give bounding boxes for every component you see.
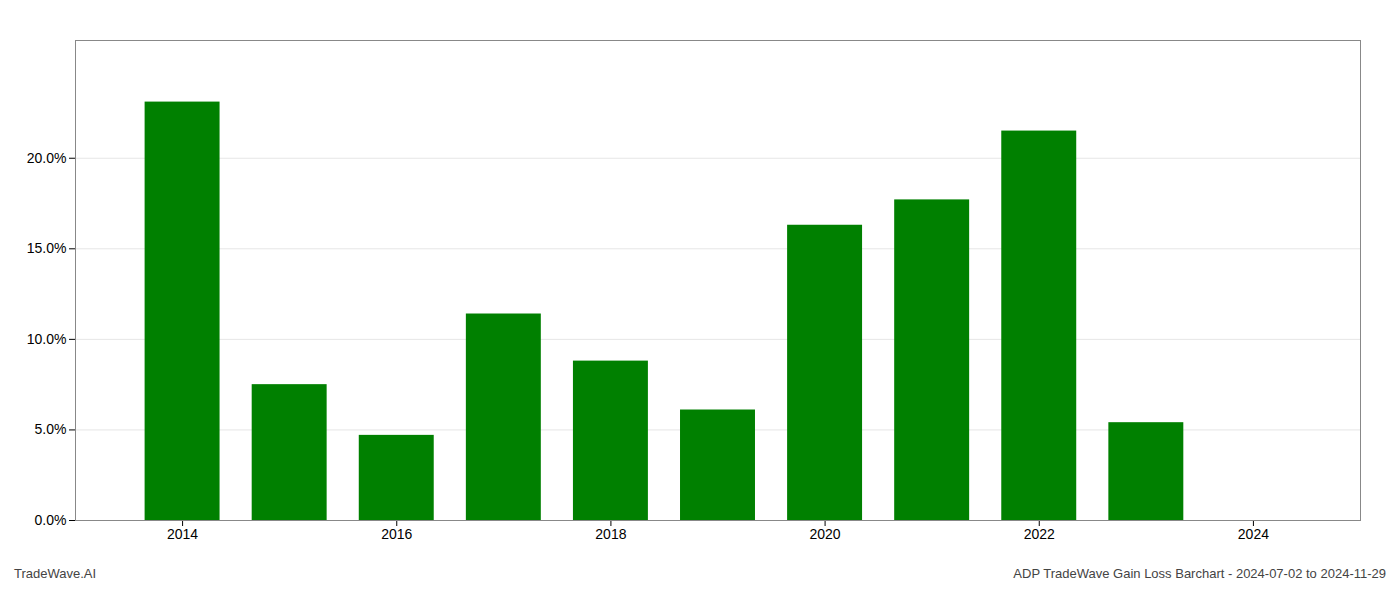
svg-text:20.0%: 20.0% (27, 150, 67, 166)
svg-text:2018: 2018 (595, 526, 626, 542)
svg-text:2014: 2014 (167, 526, 198, 542)
svg-text:5.0%: 5.0% (35, 421, 67, 437)
svg-text:15.0%: 15.0% (27, 240, 67, 256)
svg-text:2016: 2016 (381, 526, 412, 542)
svg-text:0.0%: 0.0% (35, 512, 67, 528)
svg-text:10.0%: 10.0% (27, 331, 67, 347)
svg-text:2024: 2024 (1238, 526, 1269, 542)
svg-text:2022: 2022 (1024, 526, 1055, 542)
html-text:TradeWave.AI: TradeWave.AI (14, 566, 97, 581)
svg-text:2020: 2020 (810, 526, 841, 542)
html-text:ADP TradeWave Gain Loss Barcha: ADP TradeWave Gain Loss Barchart - 2024-… (1013, 566, 1386, 581)
